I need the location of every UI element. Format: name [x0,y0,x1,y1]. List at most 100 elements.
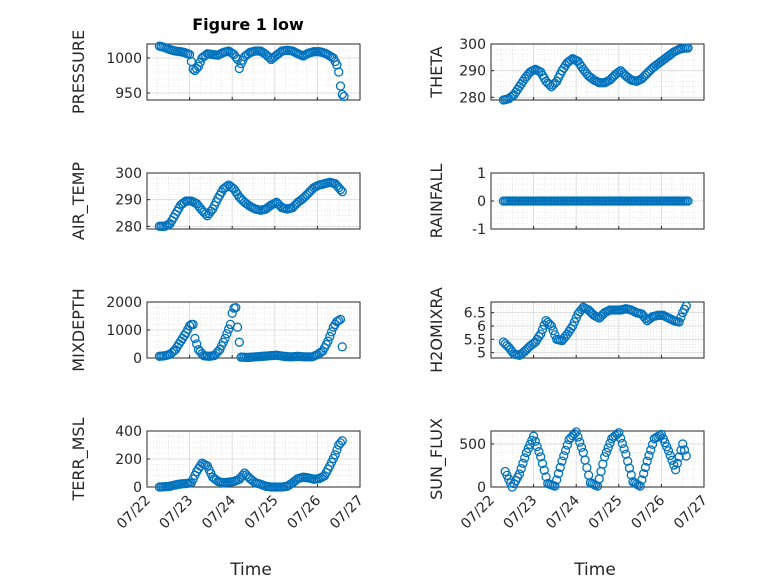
y-axis-label: PRESSURE [69,30,88,114]
data-point [665,450,675,461]
y-axis-label: H2OMIXRA [427,287,446,373]
data-point [184,49,195,60]
x-tick-label: 07/22 [458,493,498,533]
data-point [334,315,344,326]
x-tick-label: 07/23 [157,493,197,533]
data-point [576,442,587,453]
subplot-rainfall: -1 0 1 RAINFALL [427,164,705,238]
data-point [553,468,564,479]
y-tick-label: 0 [477,194,486,210]
data-point [514,469,525,479]
y-tick-label: 290 [459,64,486,80]
data-point [532,441,542,452]
data-point [640,462,651,473]
x-axis-label-right: Time [573,560,616,580]
data-point [536,452,546,462]
y-tick-label: 950 [115,86,142,102]
y-axis-label: MIXDEPTH [69,288,88,371]
y-tick-label: 500 [459,437,486,453]
data-point [656,429,667,440]
data-point [537,458,548,469]
data-point [330,450,340,460]
data-point [639,468,649,479]
y-tick-label: 1 [477,166,486,182]
y-tick-label: 290 [115,193,142,209]
data-point [603,443,613,453]
y-tick-label: 6 [477,319,486,335]
data-point [646,445,656,455]
axes-box [490,43,705,101]
data-point [323,336,333,346]
x-tick-label: 07/25 [242,493,282,533]
data-point [548,325,558,336]
axes-box [146,172,361,230]
data-point [335,185,346,195]
x-tick-label: 07/24 [543,492,583,532]
data-point [223,324,234,334]
data-point [619,444,629,454]
y-tick-label: 280 [115,219,142,235]
data-point [599,452,610,462]
data-point [621,449,631,459]
y-tick-label: 200 [115,452,142,468]
data-point [624,463,635,473]
subplot-air_temp: 280 290 300 AIR_TEMP [69,162,361,240]
data-point [334,67,344,77]
data-point [193,61,204,72]
data-point [231,302,241,313]
subplot-theta: 280 290 300 THETA [427,37,705,106]
data-point [571,427,581,437]
y-tick-label: 300 [459,37,486,53]
data-point [583,470,594,480]
subplot-mixdepth: 0 1000 2000 MIXDEPTH [69,288,361,372]
data-point [670,465,681,475]
data-point [192,339,202,349]
data-point [325,331,335,342]
data-point [544,80,555,90]
y-tick-label: 6.5 [464,306,486,322]
data-point [516,464,526,474]
data-point [672,458,683,468]
y-tick-label: 0 [133,480,142,496]
data-point [534,447,544,457]
y-tick-label: 5.5 [464,332,486,348]
data-point [337,89,347,100]
data-point [536,329,546,339]
data-point [637,475,647,485]
data-point [335,438,346,448]
data-point [559,451,569,461]
y-axis-label: THETA [427,46,446,98]
data-point [552,475,562,485]
axes-box [146,43,361,101]
data-point [332,60,342,70]
data-point [530,436,541,446]
data-point [557,456,567,466]
data-point [575,437,585,447]
data-point [555,462,565,473]
data-point [683,43,693,53]
data-point [566,55,576,65]
data-point [683,196,693,206]
data-point [550,481,560,491]
y-tick-label: 0 [133,351,142,367]
data-point [541,472,551,482]
y-tick-label: 280 [459,90,486,106]
data-point [635,481,645,491]
y-axis-label: TERR_MSL [69,417,89,501]
data-point [188,319,198,330]
data-point [644,450,654,461]
data-point [601,447,612,457]
data-point [546,321,556,331]
data-point [232,322,243,332]
x-tick-label: 07/23 [501,493,541,533]
data-point [335,314,346,325]
axes-box [490,301,705,359]
data-point [681,301,691,311]
y-tick-label: 300 [115,166,142,182]
data-point [626,470,636,480]
data-point [222,329,232,339]
data-point [676,445,686,456]
x-tick-label: 07/27 [671,493,711,533]
data-point [562,440,572,450]
